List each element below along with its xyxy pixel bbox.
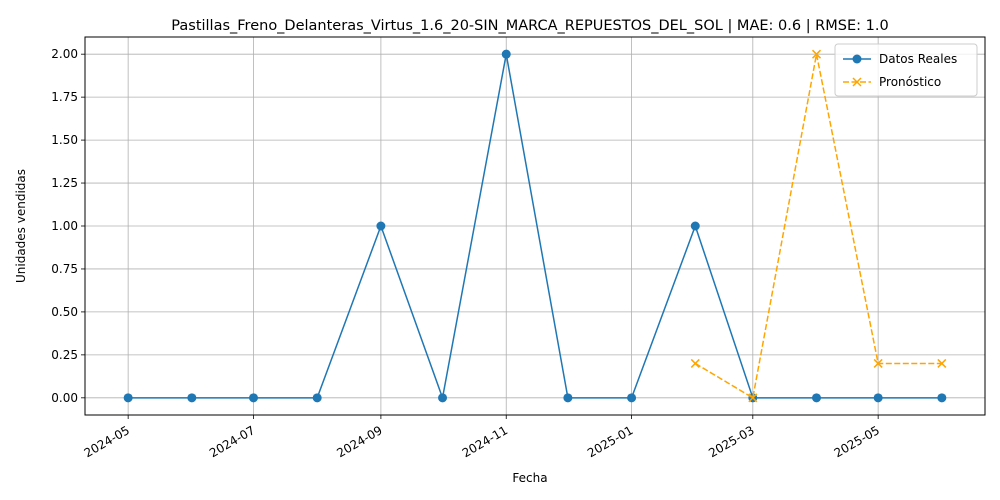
y-tick-label: 1.50 [51, 133, 78, 147]
data-point [873, 358, 883, 368]
data-point [123, 393, 133, 403]
y-tick-label: 0.25 [51, 348, 78, 362]
data-point [748, 393, 758, 403]
data-point [937, 393, 947, 403]
x-tick-label: 2024-05 [82, 423, 132, 460]
y-tick-label: 0.00 [51, 391, 78, 405]
series-line [128, 53, 942, 399]
legend-marker [852, 54, 862, 64]
legend-marker [852, 77, 862, 87]
x-tick-label: 2025-05 [832, 423, 882, 460]
data-point [376, 221, 386, 231]
data-point [873, 393, 883, 403]
data-point [187, 393, 197, 403]
y-tick-label: 1.75 [51, 90, 78, 104]
y-axis: 0.00 0.25 0.50 0.75 1.00 1.25 1.50 1.75 2.00 [51, 47, 85, 405]
data-point [438, 393, 448, 403]
data-point [690, 358, 700, 368]
x-tick-label: 2024-09 [334, 423, 384, 460]
y-tick-label: 0.50 [51, 305, 78, 319]
legend-item: Datos Reales [843, 52, 957, 66]
y-tick-label: 1.25 [51, 176, 78, 190]
y-axis-label: Unidades vendidas [14, 169, 28, 283]
legend-item: Pronóstico [843, 75, 941, 89]
legend-label: Datos Reales [879, 52, 957, 66]
legend-frame [834, 43, 978, 97]
legend: Datos Reales Pronóstico [834, 43, 978, 97]
x-tick-label: 2024-11 [460, 423, 510, 460]
data-point [937, 358, 947, 368]
data-point [501, 49, 511, 59]
x-tick-label: 2024-07 [207, 423, 257, 460]
data-point [812, 393, 822, 403]
legend-label: Pronóstico [879, 75, 941, 89]
y-tick-label: 0.75 [51, 262, 78, 276]
data-point [563, 393, 573, 403]
data-point [627, 393, 637, 403]
x-axis-label: Fecha [512, 471, 547, 485]
series-layer [123, 49, 947, 403]
x-tick-label: 2025-01 [585, 423, 635, 460]
x-tick-label: 2025-03 [706, 423, 756, 460]
x-axis: 2024-05 2024-07 2024-09 2024-11 2025-01 2025-… [82, 415, 882, 460]
y-tick-label: 2.00 [51, 47, 78, 61]
data-point [248, 393, 258, 403]
data-point [811, 49, 822, 59]
y-tick-label: 1.00 [51, 219, 78, 233]
chart-title: Pastillas_Freno_Delanteras_Virtus_1.6_20… [171, 18, 888, 34]
series-2 [690, 49, 947, 403]
data-point [690, 221, 700, 231]
data-point [312, 393, 322, 403]
